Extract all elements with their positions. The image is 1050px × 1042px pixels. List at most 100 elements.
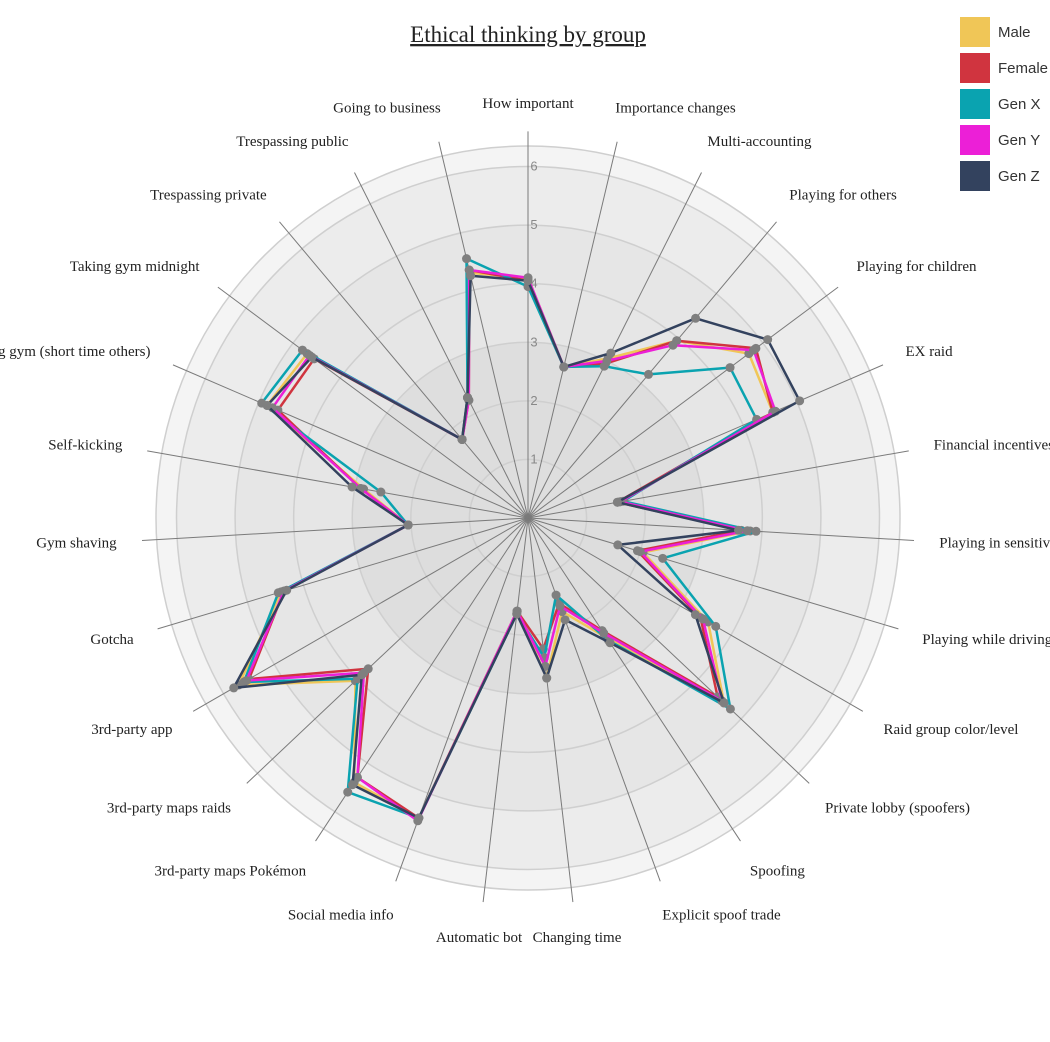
data-point: [795, 396, 805, 406]
data-point: [262, 400, 272, 410]
data-point: [414, 813, 424, 823]
legend-label: Gen X: [998, 95, 1041, 113]
data-point: [612, 497, 622, 507]
data-point: [241, 676, 251, 686]
data-point: [691, 313, 701, 323]
axis-label: Trespassing private: [150, 188, 267, 204]
data-point: [559, 362, 569, 372]
axis-spoke: [527, 517, 661, 882]
radial-tick-label: 4: [530, 276, 537, 291]
data-point: [643, 369, 653, 379]
axis-label: Multi-accounting: [707, 134, 812, 150]
data-point: [698, 614, 708, 624]
data-point: [763, 335, 773, 345]
axis-spoke: [217, 286, 529, 519]
legend-item[interactable]: Gen Z: [960, 158, 1048, 194]
axis-spoke: [157, 517, 529, 630]
legend-item[interactable]: Female: [960, 50, 1048, 86]
data-point: [347, 482, 357, 492]
axis-label: Financial incentives: [934, 438, 1050, 454]
data-point: [599, 628, 609, 638]
axis-spoke: [482, 517, 529, 903]
axis-spoke: [527, 517, 915, 541]
data-point: [635, 547, 645, 557]
series-line: [232, 274, 801, 820]
data-point: [658, 553, 668, 563]
chart-title: Ethical thinking by group: [410, 22, 646, 47]
legend-item[interactable]: Male: [960, 14, 1048, 50]
data-point: [749, 345, 759, 355]
data-point: [560, 615, 570, 625]
data-point: [463, 393, 473, 403]
radial-tick-label: 2: [530, 393, 537, 408]
axis-label: Gym shaving: [36, 536, 117, 552]
legend-label: Male: [998, 23, 1031, 41]
axis-label: 3rd-party maps raids: [107, 801, 231, 817]
radial-axis: 1 2 3 4 5 6: [530, 159, 537, 467]
data-point: [668, 340, 678, 350]
legend-swatch: [960, 17, 990, 47]
axis-spoke: [527, 141, 618, 519]
data-point: [462, 254, 472, 264]
axis-label: Taking gym midnight: [70, 259, 201, 275]
axis-spoke: [527, 517, 810, 784]
axis-label: Trespassing public: [236, 134, 349, 150]
axis-spoke: [172, 364, 529, 519]
series-gen-z: [229, 271, 805, 823]
axis-label: Spoofing: [750, 864, 806, 880]
axis-spoke: [527, 517, 574, 903]
legend-label: Gen Z: [998, 167, 1040, 185]
axis-spoke: [354, 172, 529, 519]
axis-label: Private lobby (spoofers): [825, 801, 970, 817]
data-point: [352, 772, 362, 782]
series-group: [229, 254, 805, 826]
axis-spoke: [246, 517, 529, 784]
axis-label: How important: [482, 96, 574, 112]
axis-spoke: [527, 172, 702, 519]
legend-swatch: [960, 89, 990, 119]
axis-label: Taking gym (short time others): [0, 344, 151, 360]
axis-label: Automatic bot: [436, 930, 523, 946]
radial-tick-label: 5: [530, 217, 537, 232]
axis-label: 3rd-party app: [91, 722, 172, 738]
angular-axis-labels: How important Importance changes Multi-acc…: [0, 96, 1050, 946]
data-point: [606, 348, 616, 358]
legend-item[interactable]: Gen X: [960, 86, 1048, 122]
axis-label: Playing in sensitive locati: [939, 536, 1050, 552]
data-point: [357, 670, 367, 680]
legend-swatch: [960, 161, 990, 191]
data-point: [719, 698, 729, 708]
axis-label: Raid group color/level: [884, 722, 1019, 738]
axis-label: Self-kicking: [48, 438, 123, 454]
axis-spoke: [527, 221, 777, 519]
legend-item[interactable]: Gen Y: [960, 122, 1048, 158]
axis-spoke: [438, 141, 529, 519]
data-point: [229, 683, 239, 693]
data-point: [751, 526, 761, 536]
axis-label: Playing for children: [857, 259, 977, 275]
axis-spoke: [147, 450, 529, 519]
data-point: [457, 434, 467, 444]
data-point: [343, 787, 353, 797]
axis-label: Playing while driving: [922, 632, 1050, 648]
data-point: [297, 345, 307, 355]
axis-label: Going to business: [333, 100, 441, 116]
data-point: [613, 540, 623, 550]
axis-spoke: [527, 517, 899, 630]
legend-swatch: [960, 53, 990, 83]
data-point: [307, 352, 317, 362]
legend-label: Gen Y: [998, 131, 1041, 149]
axis-label: 3rd-party maps Pokémon: [154, 864, 306, 880]
series-line: [245, 268, 777, 823]
axis-label: Changing time: [533, 930, 622, 946]
radial-tick-label: 3: [530, 334, 537, 349]
axis-label: Importance changes: [615, 100, 736, 116]
data-point: [348, 780, 358, 790]
axis-spoke: [527, 364, 884, 519]
data-point: [742, 526, 752, 536]
data-point: [605, 638, 615, 648]
data-point: [376, 487, 386, 497]
axis-label: Explicit spoof trade: [662, 908, 781, 924]
axis-label: Gotcha: [90, 632, 134, 648]
data-point: [725, 363, 735, 373]
